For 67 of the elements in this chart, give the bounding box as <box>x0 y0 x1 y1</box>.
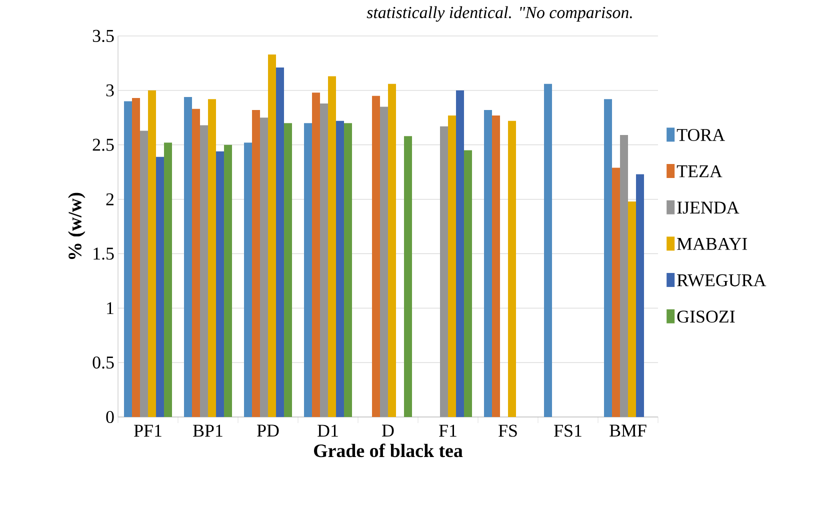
y-tick-label: 1.5 <box>94 248 114 260</box>
text: statistically identical. "No comparison. <box>366 6 632 22</box>
bar <box>276 68 284 417</box>
y-tick-label: 3 <box>106 84 114 96</box>
y-tick-label: 3.5 <box>92 30 114 42</box>
x-tick-label: PD <box>257 424 279 437</box>
x-tick-label: F1 <box>439 424 456 437</box>
bar <box>448 115 456 417</box>
x-tick-label: FS1 <box>554 424 582 437</box>
bar <box>268 54 276 417</box>
bar <box>192 108 200 417</box>
legend-label: MABAYI <box>677 238 748 250</box>
y-axis-title: % (w/w) <box>68 192 86 259</box>
bar <box>184 96 192 417</box>
legend-label: TEZA <box>676 165 722 178</box>
x-tick-label: D1 <box>318 424 338 437</box>
x-tick-label: BMF <box>610 424 646 437</box>
bar <box>252 110 260 417</box>
bar <box>612 168 620 417</box>
x-tick-label: D <box>382 424 394 437</box>
legend-label: TORA <box>676 128 725 142</box>
bar <box>456 90 464 417</box>
bar <box>208 99 216 417</box>
x-tick-label: PF1 <box>134 424 162 437</box>
bar <box>508 120 516 417</box>
y-tick-label: 1 <box>107 302 114 314</box>
bar <box>604 99 612 417</box>
x-axis-title: Grade of black tea <box>314 444 463 458</box>
bar <box>140 130 148 417</box>
bar <box>372 96 380 417</box>
y-tick-label: 0.5 <box>92 356 114 369</box>
bar <box>388 84 396 417</box>
bar <box>492 115 500 417</box>
bar <box>620 135 628 417</box>
bar <box>440 126 448 417</box>
x-tick-label: BP1 <box>193 424 222 437</box>
bar <box>544 84 552 417</box>
legend-label: IJENDA <box>677 202 740 214</box>
bar <box>344 123 352 417</box>
bar <box>304 123 312 417</box>
bar <box>260 118 268 417</box>
bar <box>124 101 132 417</box>
bar <box>284 123 292 417</box>
bar <box>336 120 344 417</box>
bar <box>380 106 388 417</box>
y-tick-label: 2 <box>106 193 114 206</box>
bar <box>200 125 208 417</box>
legend-label: GISOZI <box>677 310 735 323</box>
bar <box>628 201 636 417</box>
bar <box>244 142 252 417</box>
bar <box>320 103 328 417</box>
bar <box>216 151 224 417</box>
bar <box>132 98 140 417</box>
bar <box>224 144 232 417</box>
bar <box>312 92 320 417</box>
bar <box>156 156 164 417</box>
bar <box>464 150 472 417</box>
bar <box>484 110 492 417</box>
y-tick-label: 2.5 <box>92 138 114 151</box>
bar <box>404 136 412 417</box>
bar <box>636 174 644 417</box>
bar <box>164 142 172 417</box>
bar <box>328 76 336 417</box>
bar <box>148 90 156 417</box>
x-tick-label: FS <box>498 424 517 437</box>
legend-label: RWEGURA <box>677 274 766 286</box>
y-tick-label: 0 <box>106 410 114 424</box>
